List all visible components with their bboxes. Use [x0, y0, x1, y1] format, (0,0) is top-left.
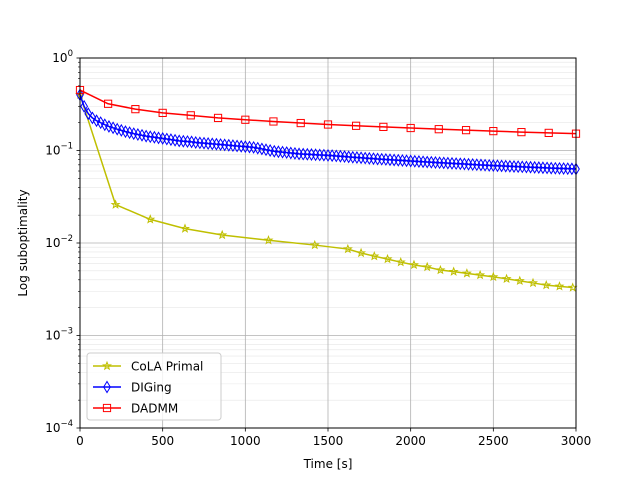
legend-entry: DADMM	[93, 402, 178, 416]
star-marker	[395, 256, 406, 267]
legend-entry: DIGing	[93, 381, 172, 395]
square-marker	[323, 120, 333, 129]
legend: CoLA Primal DIGing DADMM	[86, 352, 222, 421]
y-tick-label: 10−4	[45, 419, 73, 435]
square-marker	[186, 111, 195, 120]
star-marker	[356, 247, 367, 258]
y-tick-label: 10−3	[45, 327, 73, 343]
star-marker	[382, 253, 393, 264]
x-tick-label: 1000	[230, 434, 261, 448]
x-tick-label: 3000	[561, 434, 592, 448]
star-marker	[102, 360, 112, 371]
diamond-marker	[96, 116, 105, 130]
star-marker	[422, 261, 433, 272]
diamond-marker	[103, 380, 111, 394]
square-marker	[517, 128, 526, 137]
square-marker	[544, 128, 553, 137]
series-line-cola-primal	[79, 94, 573, 289]
square-marker	[461, 126, 471, 135]
star-marker	[309, 239, 320, 250]
x-tick-label: 0	[76, 434, 84, 448]
x-tick-label: 500	[151, 434, 174, 448]
x-tick-label: 1500	[313, 434, 344, 448]
square-marker	[379, 122, 388, 131]
star-marker	[528, 277, 538, 288]
series-line-dadmm	[79, 89, 577, 135]
diamond-marker	[92, 114, 101, 128]
square-marker	[434, 125, 443, 134]
legend-entry: CoLA Primal	[93, 360, 203, 374]
y-tick-label: 10−2	[45, 234, 73, 250]
square-marker	[104, 99, 113, 108]
star-marker	[554, 281, 565, 291]
square-marker	[158, 108, 167, 117]
star-marker	[342, 243, 353, 254]
legend-box	[86, 352, 222, 421]
series-cola-primal	[75, 89, 578, 292]
series-dadmm	[75, 85, 581, 138]
series-line-diging	[79, 94, 577, 170]
square-marker	[296, 118, 305, 128]
y-tick-label: 100	[52, 49, 73, 65]
x-tick-label: 2500	[478, 434, 509, 448]
legend-label: DADMM	[131, 402, 178, 416]
star-marker	[409, 259, 419, 270]
star-marker	[475, 269, 486, 280]
star-marker	[488, 271, 499, 282]
star-marker	[110, 199, 121, 209]
x-axis-label: Time [s]	[303, 457, 353, 471]
square-marker	[241, 115, 250, 124]
diamond-marker	[80, 99, 89, 113]
star-marker	[567, 282, 578, 292]
star-marker	[369, 250, 380, 261]
diamond-marker	[100, 118, 109, 132]
plot-area	[75, 85, 581, 292]
square-marker	[213, 113, 223, 123]
star-marker	[448, 266, 459, 276]
y-tick-label: 10−1	[45, 142, 73, 158]
star-marker	[514, 275, 525, 286]
legend-label: CoLA Primal	[131, 360, 203, 374]
star-marker	[541, 279, 552, 290]
square-marker	[102, 403, 112, 413]
square-marker	[406, 123, 415, 133]
square-marker	[269, 117, 278, 126]
diamond-marker	[88, 111, 97, 125]
legend-label: DIGing	[131, 381, 172, 395]
star-marker	[180, 223, 190, 233]
square-marker	[131, 105, 140, 114]
star-marker	[217, 229, 228, 240]
y-axis-label: Log suboptimality	[16, 189, 30, 296]
x-tick-label: 2000	[395, 434, 426, 448]
star-marker	[435, 264, 446, 275]
star-marker	[263, 235, 274, 245]
square-marker	[352, 121, 361, 130]
star-marker	[501, 273, 512, 284]
square-marker	[489, 127, 498, 136]
star-marker	[461, 268, 472, 278]
diamond-marker	[84, 107, 93, 121]
star-marker	[145, 214, 156, 224]
